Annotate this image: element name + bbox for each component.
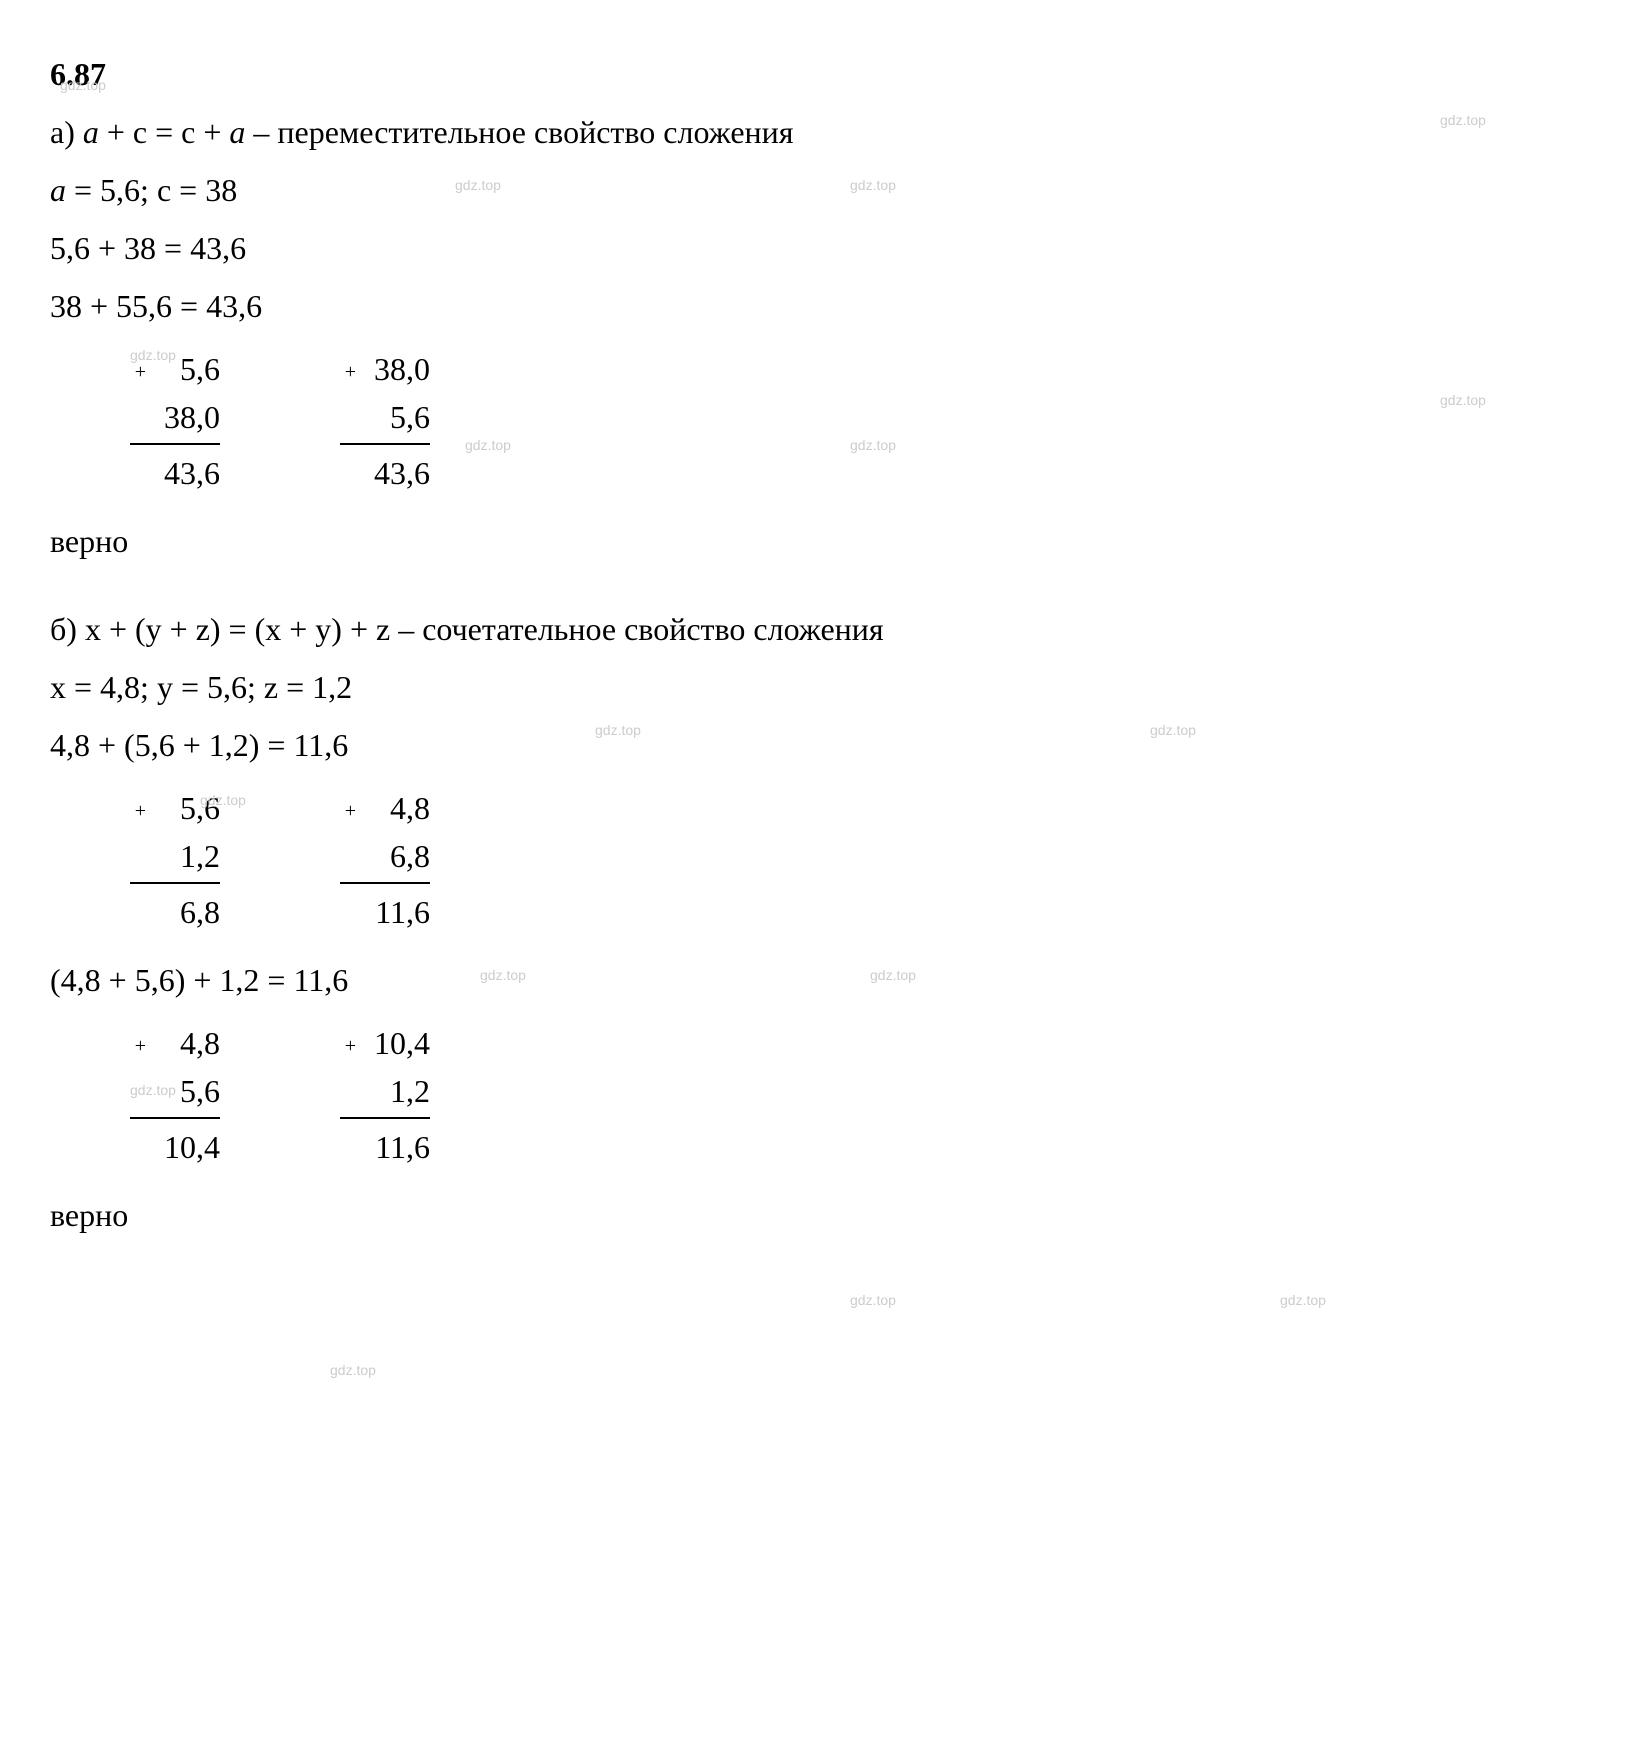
- addend-top: 5,6: [150, 784, 220, 832]
- addend-bottom: 6,8: [340, 832, 430, 884]
- addition-block: + 38,0 5,6 43,6: [340, 345, 430, 497]
- addend-bottom: 5,6: [130, 1067, 220, 1119]
- watermark: gdz.top: [1280, 1290, 1326, 1311]
- watermark: gdz.top: [850, 1290, 896, 1311]
- addition-block: + 5,6 38,0 43,6: [130, 345, 220, 497]
- addend-bottom: 38,0: [130, 393, 220, 445]
- addition-result: 6,8: [130, 884, 220, 936]
- addition-result: 10,4: [130, 1119, 220, 1171]
- addition-result: 11,6: [340, 884, 430, 936]
- addend-bottom: 1,2: [130, 832, 220, 884]
- part-b-values: х = 4,8; у = 5,6; z = 1,2: [50, 663, 1595, 711]
- plus-sign: +: [135, 796, 146, 826]
- plus-sign: +: [135, 357, 146, 387]
- part-b-additions-1: + 5,6 1,2 6,8 + 4,8 6,8 11,6: [130, 784, 1595, 936]
- addend-top: 38,0: [360, 345, 430, 393]
- addition-block: + 5,6 1,2 6,8: [130, 784, 220, 936]
- plus-sign: +: [345, 796, 356, 826]
- addition-block: + 4,8 6,8 11,6: [340, 784, 430, 936]
- addend-bottom: 1,2: [340, 1067, 430, 1119]
- watermark: gdz.top: [330, 1360, 376, 1381]
- addition-result: 11,6: [340, 1119, 430, 1171]
- addend-top: 10,4: [360, 1019, 430, 1067]
- plus-sign: +: [345, 1031, 356, 1061]
- part-a-values: a = 5,6; с = 38: [50, 166, 1595, 214]
- addition-block: + 4,8 5,6 10,4: [130, 1019, 220, 1171]
- plus-sign: +: [135, 1031, 146, 1061]
- addend-top: 5,6: [150, 345, 220, 393]
- part-a-eq2: 38 + 55,6 = 43,6: [50, 282, 1595, 330]
- part-a-heading: а) a + с = с + a – переместительное свой…: [50, 108, 1595, 156]
- part-a-verno: верно: [50, 517, 1595, 565]
- var-a: a: [83, 114, 99, 150]
- addition-block: + 10,4 1,2 11,6: [340, 1019, 430, 1171]
- addend-top: 4,8: [360, 784, 430, 832]
- part-a-additions: + 5,6 38,0 43,6 + 38,0 5,6 43,6: [130, 345, 1595, 497]
- addition-result: 43,6: [130, 445, 220, 497]
- addend-top: 4,8: [150, 1019, 220, 1067]
- part-b-eq2: (4,8 + 5,6) + 1,2 = 11,6: [50, 956, 1595, 1004]
- part-a-mid: + с = с +: [99, 114, 230, 150]
- part-b-additions-2: + 4,8 5,6 10,4 + 10,4 1,2 11,6: [130, 1019, 1595, 1171]
- addend-bottom: 5,6: [340, 393, 430, 445]
- part-a-eq1: 5,6 + 38 = 43,6: [50, 224, 1595, 272]
- part-b-heading: б) х + (у + z) = (х + у) + z – сочетател…: [50, 605, 1595, 653]
- var-a2: a: [229, 114, 245, 150]
- problem-number: 6.87: [50, 50, 1595, 98]
- addition-result: 43,6: [340, 445, 430, 497]
- part-b-eq1: 4,8 + (5,6 + 1,2) = 11,6: [50, 721, 1595, 769]
- var-a-val: a: [50, 172, 66, 208]
- part-a-prefix: а): [50, 114, 83, 150]
- part-a-desc: – переместительное свойство сложения: [245, 114, 793, 150]
- plus-sign: +: [345, 357, 356, 387]
- part-b-verno: верно: [50, 1191, 1595, 1239]
- values-rest: = 5,6; с = 38: [66, 172, 237, 208]
